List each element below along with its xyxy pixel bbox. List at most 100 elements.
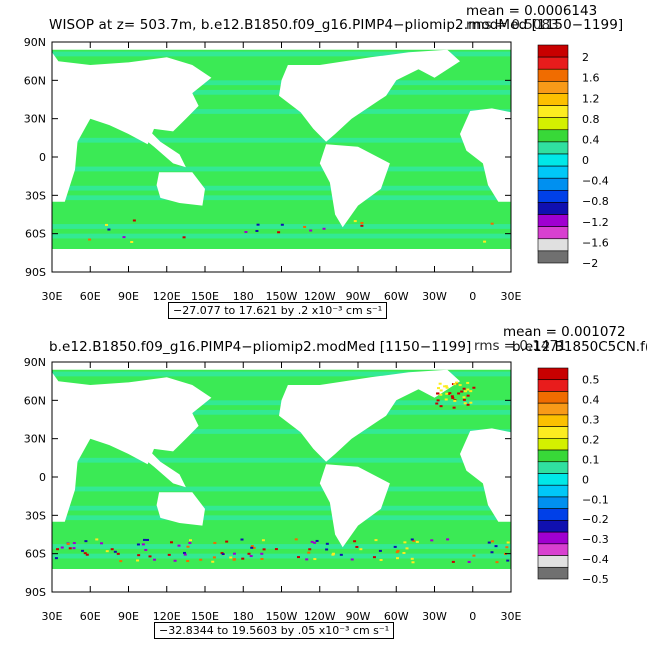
x-tick-label: 90E [118,610,139,623]
colorbar-cell [537,44,569,58]
field-anomaly [443,385,447,388]
field-anomaly [308,548,312,551]
ocean-band [52,166,511,172]
field-anomaly [405,547,409,550]
field-anomaly [229,556,233,559]
field-anomaly [438,382,442,385]
field-anomaly [331,553,335,556]
colorbar-cell [537,473,569,486]
field-anomaly [310,540,314,543]
colorbar-label: −0.8 [582,195,609,208]
field-anomaly [177,544,181,547]
field-anomaly [467,560,471,563]
field-anomaly [240,538,244,541]
x-tick-label: 0 [469,610,476,623]
field-anomaly [280,223,284,226]
panel1-title: WISOP at z= 503.7m, b.e12.B1850.f09_g16.… [49,17,624,33]
colorbar-cell [537,426,569,439]
field-anomaly [81,549,85,552]
field-anomaly [410,538,414,541]
field-anomaly [122,236,126,239]
field-anomaly [188,539,192,542]
field-anomaly [153,558,157,561]
field-anomaly [132,219,136,222]
colorbar-label: 0.4 [582,394,600,407]
field-anomaly [232,558,236,561]
field-anomaly [379,559,383,562]
ocean-band [52,109,511,114]
field-anomaly [505,546,509,549]
field-anomaly [415,540,419,543]
field-anomaly [113,550,117,553]
panel2-rms: rms = 0.1471 [474,338,567,354]
colorbar-cell [537,141,569,155]
x-tick-label: 180 [233,610,254,623]
field-anomaly [262,548,266,551]
field-anomaly [85,553,89,556]
field-anomaly [247,552,251,555]
field-anomaly [182,551,186,554]
x-tick-label: 120E [153,610,181,623]
x-tick-label: 30E [501,610,522,623]
field-anomaly [494,545,498,548]
field-anomaly [110,548,114,551]
colorbar-cell [537,367,569,381]
y-tick-label: 30N [24,433,46,446]
field-anomaly [430,539,434,542]
map-field-2 [52,362,511,592]
field-anomaly [450,395,454,398]
field-anomaly [396,549,400,552]
panel2-compare-label: b.e12.B1850C5CN.f( [512,339,647,355]
colorbar-cell [537,520,569,533]
colorbar-2: 0.5 0.4 0.3 0.2 0.1 0 −0.1 −0.2 −0.3 −0.4 −0.5 [537,367,609,586]
field-anomaly [466,394,470,397]
field-anomaly [142,538,146,541]
field-anomaly [378,549,382,552]
field-anomaly [199,558,203,561]
field-anomaly [444,385,448,388]
field-anomaly [225,540,229,543]
ocean-band [52,429,511,434]
colorbar-cell [537,117,569,131]
ocean-band [52,544,511,549]
field-anomaly [353,540,357,543]
field-anomaly [435,402,439,405]
field-anomaly [439,389,443,392]
field-anomaly [66,542,70,545]
colorbar-label: 0.8 [582,113,600,126]
x-tick-label: 150E [191,610,219,623]
field-anomaly [68,547,72,550]
field-anomaly [402,551,406,554]
land-mask [52,362,212,522]
field-anomaly [451,396,455,399]
field-anomaly [260,557,264,560]
field-anomaly [360,221,364,224]
field-anomaly [490,551,494,554]
field-anomaly [436,387,440,390]
field-anomaly [141,543,145,546]
field-anomaly [116,552,120,555]
colorbar-cell [537,250,569,264]
field-anomaly [173,559,177,562]
field-anomaly [313,541,317,544]
field-anomaly [350,558,354,561]
field-anomaly [360,224,364,227]
field-anomaly [466,388,470,391]
field-anomaly [453,399,457,402]
field-anomaly [105,550,109,553]
y-tick-label: 30S [25,189,46,202]
field-anomaly [359,548,363,551]
colorbar-label: 0.3 [582,414,600,427]
y-tick-label: 60N [24,74,46,87]
x-tick-label: 60W [384,290,409,303]
field-anomaly [88,238,92,241]
field-anomaly [506,559,510,562]
field-anomaly [249,555,253,558]
field-anomaly [144,548,148,551]
y-tick-label: 90N [24,36,46,49]
ocean-band [52,185,511,191]
x-tick-label: 120W [304,290,336,303]
y-tick-label: 60N [24,394,46,407]
field-anomaly [212,556,216,559]
field-anomaly [146,538,150,541]
